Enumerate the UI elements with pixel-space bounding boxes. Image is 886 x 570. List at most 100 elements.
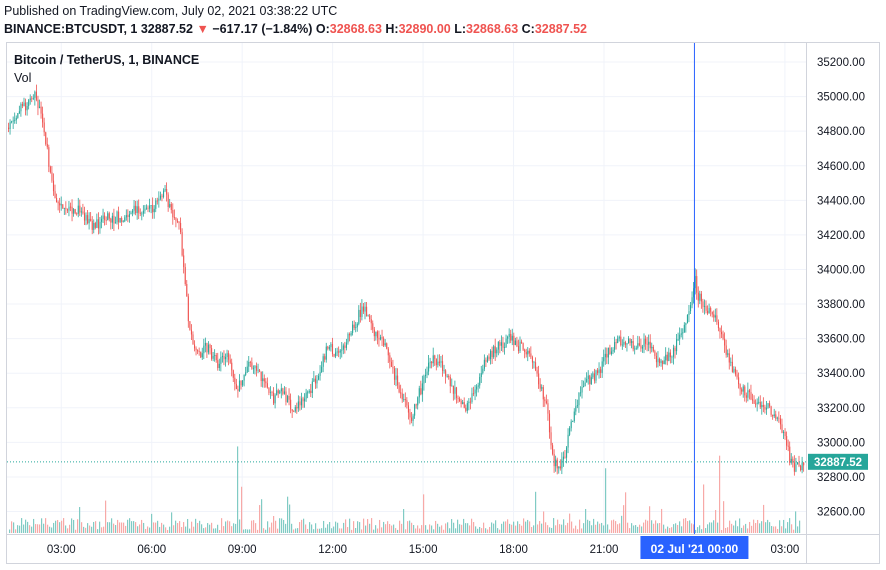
candle-body [83,213,86,221]
candle-body [728,353,730,363]
volume-bar [507,519,509,533]
candle-body [20,103,22,112]
volume-bar [731,523,733,533]
candle-body [176,220,179,222]
candle-body [717,321,719,329]
candle-body [609,347,611,354]
low-value: 32868.63 [466,22,519,36]
candle-body [612,349,614,352]
candle-body [779,418,781,425]
volume-bar [389,524,391,533]
volume-bar [711,522,713,533]
candle-body [460,400,462,404]
volume-bar [387,521,389,533]
candle-body [473,393,475,395]
y-tick-label: 34600.00 [817,161,865,173]
candle-body [361,306,363,317]
volume-bar [109,522,111,533]
candle-body [784,431,786,437]
candle-body [344,345,346,348]
candle-body [367,315,369,317]
candle-body [477,385,479,387]
volume-bar [631,523,633,533]
volume-bar [223,526,225,533]
x-tick-label: 12:00 [318,544,347,556]
volume-bar [135,522,137,533]
candle-body [54,191,56,198]
candle-body [87,215,89,224]
candle-body [507,336,509,339]
volume-bar [377,528,379,533]
volume-bar [35,524,37,533]
volume-bar [563,519,565,533]
candle-body [474,389,476,394]
volume-bar [283,519,285,533]
candle-body [775,414,777,419]
x-tick-label: 15:00 [409,544,438,556]
volume-bar [789,518,791,533]
candle-body [710,308,712,312]
candle-body [589,375,591,385]
candle-body [468,401,470,404]
volume-bar [457,519,459,533]
volume-bar [603,525,605,533]
candle-body [138,206,140,213]
volume-bar [365,525,367,533]
candle-body [482,368,484,374]
volume-bar [709,522,711,533]
candle-body [600,369,602,373]
volume-bar [619,523,621,533]
candle-body [614,342,616,350]
candle-body [105,219,107,221]
candle-body [659,358,661,364]
volume-bar [359,522,361,533]
candle-body [372,323,374,330]
candle-body [593,373,595,381]
y-tick-label: 33200.00 [817,403,865,415]
volume-bar [209,524,211,533]
candle-body [144,208,146,211]
volume-bar [155,522,157,533]
candle-body [46,143,48,148]
volume-bar [477,528,479,533]
candle-body [429,361,431,363]
candle-body [442,361,444,371]
volume-bar [687,521,689,533]
volume-bar [23,524,25,533]
candle-body [322,356,324,367]
candle-body [657,358,659,363]
candle-body [15,117,17,121]
volume-bar [787,522,789,533]
volume-bar [77,519,79,533]
candle-body [398,385,400,393]
candle-body [172,210,174,218]
volume-bar [609,529,611,533]
candle-body [781,424,783,433]
volume-bar [495,520,497,533]
candle-body [99,221,101,229]
volume-bar [101,527,103,533]
volume-bar [635,525,637,533]
candle-body [102,215,104,219]
volume-bar [159,526,161,533]
volume-bar [637,526,639,533]
volume-bar [445,523,447,533]
candle-body [707,310,709,314]
candle-body [29,98,31,101]
candle-body [787,445,789,447]
volume-bar [443,529,445,533]
candle-body [569,428,571,435]
candle-body [376,331,378,338]
volume-bar [9,529,11,533]
volume-bar [299,522,301,533]
candle-body [400,392,402,394]
candle-body [524,349,526,352]
candle-body [584,382,586,387]
volume-bar [293,529,295,533]
volume-bar [795,511,797,533]
candle-body [562,456,564,460]
candle-body [40,106,42,114]
candle-body [156,200,158,202]
candle-body [350,332,352,336]
